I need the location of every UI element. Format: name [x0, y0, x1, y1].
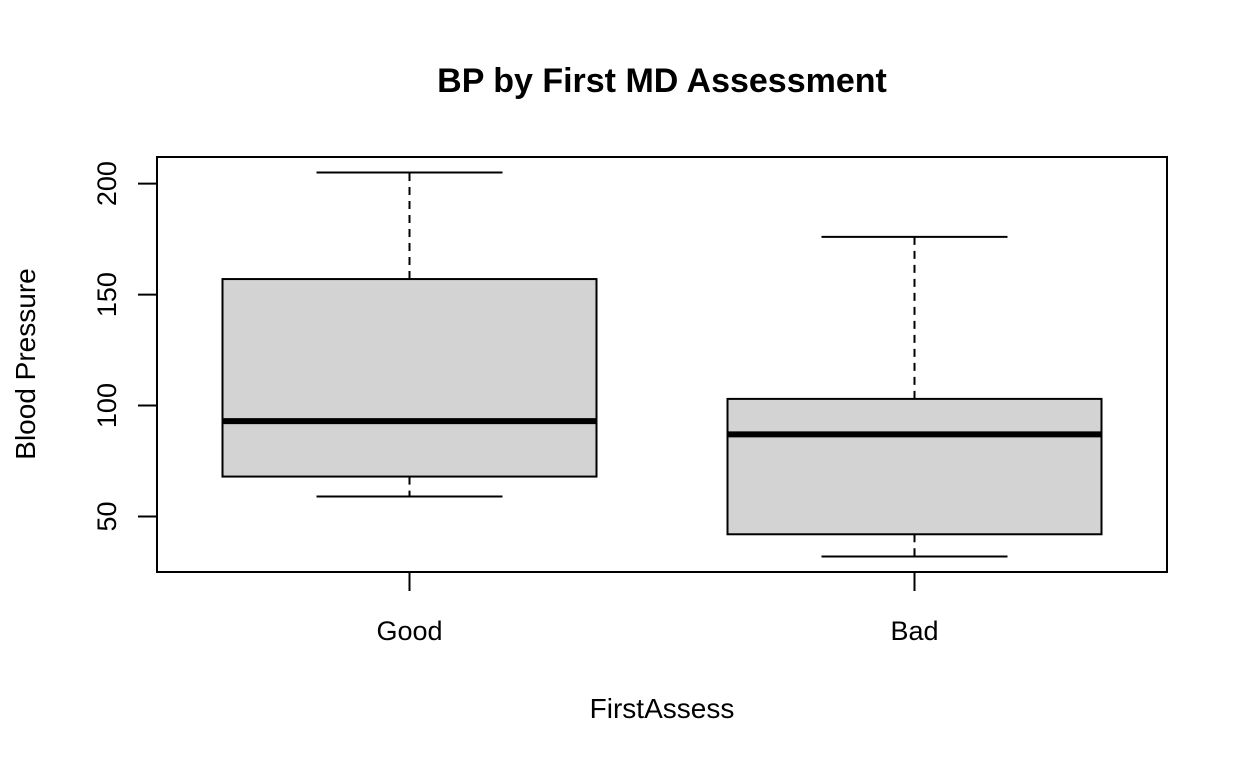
y-tick-label-200: 200: [92, 161, 122, 206]
y-tick-label-150: 150: [92, 272, 122, 317]
x-tick-label-bad: Bad: [890, 616, 938, 646]
box-good: [221, 171, 598, 498]
x-axis-label: FirstAssess: [590, 693, 735, 724]
box-bad: [726, 235, 1103, 558]
y-tick-label-100: 100: [92, 383, 122, 428]
y-axis: 50 100 150 200: [92, 161, 158, 532]
x-tick-label-good: Good: [376, 616, 442, 646]
boxes-group: [221, 171, 1103, 558]
x-axis: Good Bad: [376, 572, 939, 646]
y-tick-label-50: 50: [92, 501, 122, 531]
y-axis-label: Blood Pressure: [10, 268, 41, 459]
iqr-box-good: [221, 278, 598, 478]
iqr-box-bad: [726, 397, 1103, 536]
chart-title: BP by First MD Assessment: [437, 62, 887, 100]
